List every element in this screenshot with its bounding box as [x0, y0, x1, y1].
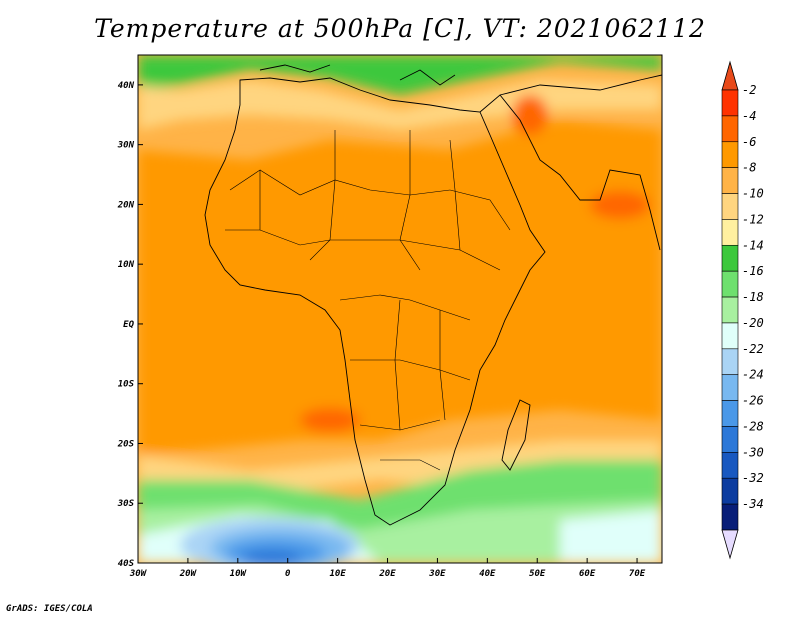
lon-tick-label: 30E — [428, 569, 446, 579]
colorbar-swatch — [721, 167, 739, 194]
colorbar-swatch — [721, 374, 739, 401]
lon-tick-label: 60E — [579, 569, 596, 579]
colorbar-label: -4 — [742, 109, 756, 123]
lon-tick-label: 10E — [329, 569, 346, 579]
colorbar-label: -6 — [742, 135, 756, 149]
colorbar-swatch — [721, 270, 739, 298]
colorbar-label: -26 — [742, 394, 764, 408]
lon-tick-label: 20E — [378, 569, 396, 579]
colorbar-swatch — [721, 426, 739, 453]
temperature-field — [138, 55, 662, 563]
colorbar-swatch — [721, 89, 739, 117]
lon-tick-label: 20W — [179, 569, 198, 579]
lat-tick-label: 30N — [117, 141, 135, 151]
colorbar-label: -8 — [742, 161, 756, 175]
colorbar-top-extension — [721, 60, 739, 91]
lat-tick-label: 10S — [118, 380, 135, 390]
colorbar-label: -30 — [742, 445, 764, 459]
lat-tick-label: 40N — [118, 81, 135, 91]
country-borders — [225, 130, 511, 471]
colorbar-swatch — [721, 400, 739, 427]
colorbar-label: -34 — [742, 497, 764, 511]
colorbar-label: -14 — [742, 238, 764, 252]
colorbar-label: -28 — [742, 419, 764, 433]
coastlines — [204, 64, 662, 526]
colorbar-label: -10 — [742, 187, 764, 201]
latitude-axis: 40N 30N 20N 10N EQ 10S 20S 30S 40S — [117, 81, 143, 569]
colorbar-swatch — [721, 193, 739, 220]
lat-tick-label: 30S — [117, 499, 135, 509]
lon-tick-label: 40E — [479, 569, 496, 579]
colorbar-swatch — [721, 296, 739, 324]
colorbar-swatch — [721, 452, 739, 479]
lon-tick-label: 0 — [285, 569, 291, 579]
colorbar-label: -20 — [742, 316, 764, 330]
lat-tick-label: 10N — [118, 260, 135, 270]
colorbar-swatch — [721, 322, 739, 350]
plot-frame — [137, 54, 663, 564]
colorbar-label: -18 — [742, 290, 764, 304]
lat-tick-label: EQ — [123, 320, 134, 330]
lon-tick-label: 70E — [629, 569, 646, 579]
colorbar-swatch — [721, 141, 739, 168]
colorbar-label: -12 — [742, 212, 764, 226]
chart-title: Temperature at 500hPa [C], VT: 202106211… — [94, 14, 706, 43]
colorbar-label: -16 — [742, 264, 764, 278]
colorbar-label: -22 — [742, 342, 764, 356]
colorbar-swatch — [721, 477, 739, 505]
colorbar-swatch — [721, 244, 739, 272]
colorbar-swatch — [721, 348, 739, 376]
lat-tick-label: 20N — [117, 200, 135, 210]
lon-tick-label: 10W — [230, 569, 248, 579]
colorbar-bottom-extension — [721, 529, 739, 560]
colorbar-swatch — [721, 503, 739, 531]
lon-tick-label: 30W — [129, 569, 148, 579]
colorbar-label: -2 — [742, 83, 756, 97]
colorbar-swatch — [721, 219, 739, 246]
lat-tick-label: 20S — [117, 439, 135, 449]
colorbar: -2 -4 -6 -8 -10 -12 -14 -16 -18 -20 -22 -24 -26 -28 -3… — [721, 60, 764, 560]
colorbar-label: -24 — [742, 368, 764, 382]
longitude-axis: 30W 20W 10W 0 10E 20E 30E 40E 50E 60E 70E — [129, 558, 646, 579]
colorbar-swatch — [721, 115, 739, 143]
lon-tick-label: 50E — [529, 569, 546, 579]
colorbar-label: -32 — [742, 471, 764, 485]
lat-tick-label: 40S — [118, 559, 135, 569]
credit-text: GrADS: IGES/COLA — [6, 604, 93, 614]
